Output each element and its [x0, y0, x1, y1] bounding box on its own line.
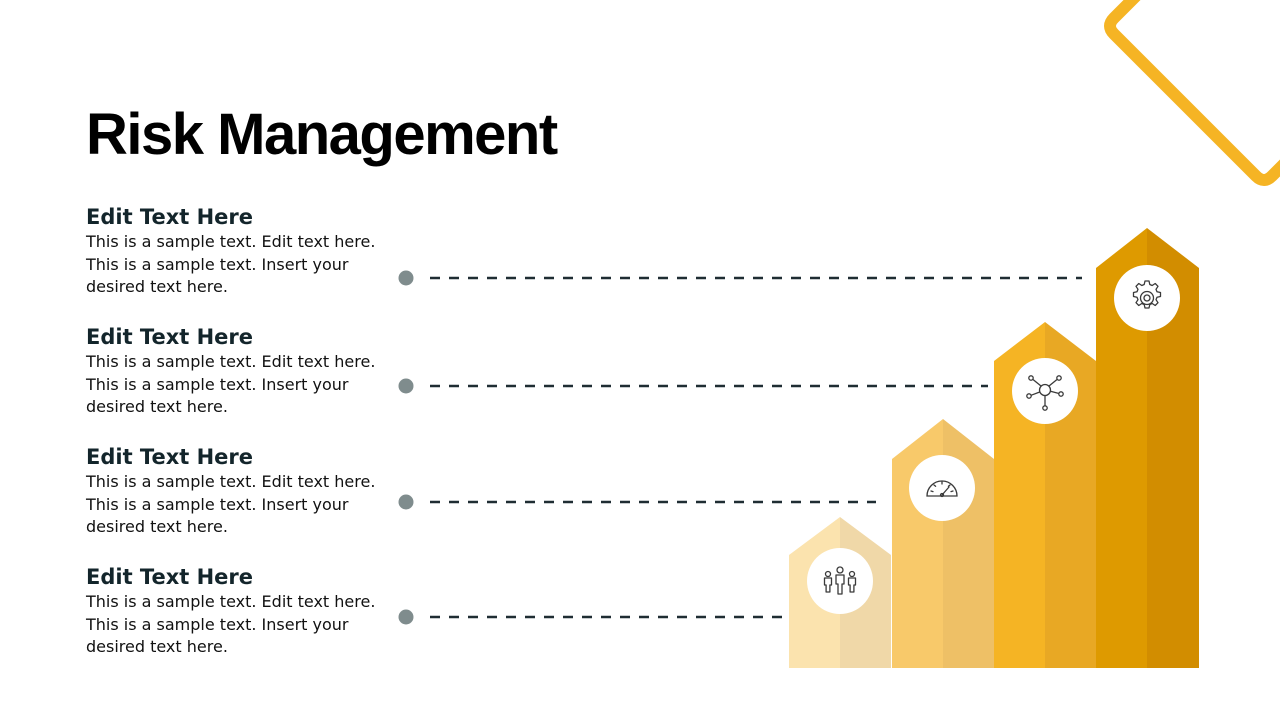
connector-2: [398, 378, 988, 394]
text-block-heading[interactable]: Edit Text Here: [86, 445, 254, 469]
text-line: This is a sample text. Edit text here.: [86, 352, 376, 371]
gear-icon-circle: [1114, 265, 1180, 331]
connector-1: [398, 270, 1082, 286]
network-icon: [1026, 375, 1064, 411]
text-line: This is a sample text. Edit text here.: [86, 472, 376, 491]
text-line: This is a sample text. Insert your: [86, 614, 349, 634]
text-line: desired text here.: [86, 517, 228, 536]
text-line: desired text here.: [86, 637, 228, 656]
text-block-body[interactable]: This is a sample text. Edit text here. T…: [86, 471, 396, 539]
team-icon: [823, 566, 857, 595]
page-title[interactable]: Risk Management: [86, 102, 558, 167]
text-block-heading[interactable]: Edit Text Here: [86, 205, 254, 229]
text-block-body[interactable]: This is a sample text. Edit text here. T…: [86, 231, 396, 299]
text-line: This is a sample text. Insert your: [86, 254, 349, 274]
speedometer-icon: [926, 480, 958, 498]
text-block-body[interactable]: This is a sample text. Edit text here. T…: [86, 351, 396, 419]
text-block-2[interactable]: Edit Text Here This is a sample text. Ed…: [86, 324, 396, 419]
arrow-step-4: [1096, 228, 1199, 668]
text-block-body[interactable]: This is a sample text. Edit text here. T…: [86, 591, 396, 659]
speedometer-icon-circle: [909, 455, 975, 521]
text-block-heading[interactable]: Edit Text Here: [86, 565, 254, 589]
text-line: This is a sample text. Edit text here.: [86, 592, 376, 611]
text-block-4[interactable]: Edit Text Here This is a sample text. Ed…: [86, 564, 396, 659]
text-block-1[interactable]: Edit Text Here This is a sample text. Ed…: [86, 204, 396, 299]
text-block-3[interactable]: Edit Text Here This is a sample text. Ed…: [86, 444, 396, 539]
team-icon-circle: [807, 548, 873, 614]
network-icon-circle: [1012, 358, 1078, 424]
connector-4: [398, 609, 782, 625]
text-line: desired text here.: [86, 397, 228, 416]
text-line: desired text here.: [86, 277, 228, 296]
text-block-heading[interactable]: Edit Text Here: [86, 325, 254, 349]
text-line: This is a sample text. Edit text here.: [86, 232, 376, 251]
text-line: This is a sample text. Insert your: [86, 494, 349, 514]
connector-3: [398, 494, 876, 510]
text-line: This is a sample text. Insert your: [86, 374, 349, 394]
gear-icon: [1132, 280, 1162, 309]
